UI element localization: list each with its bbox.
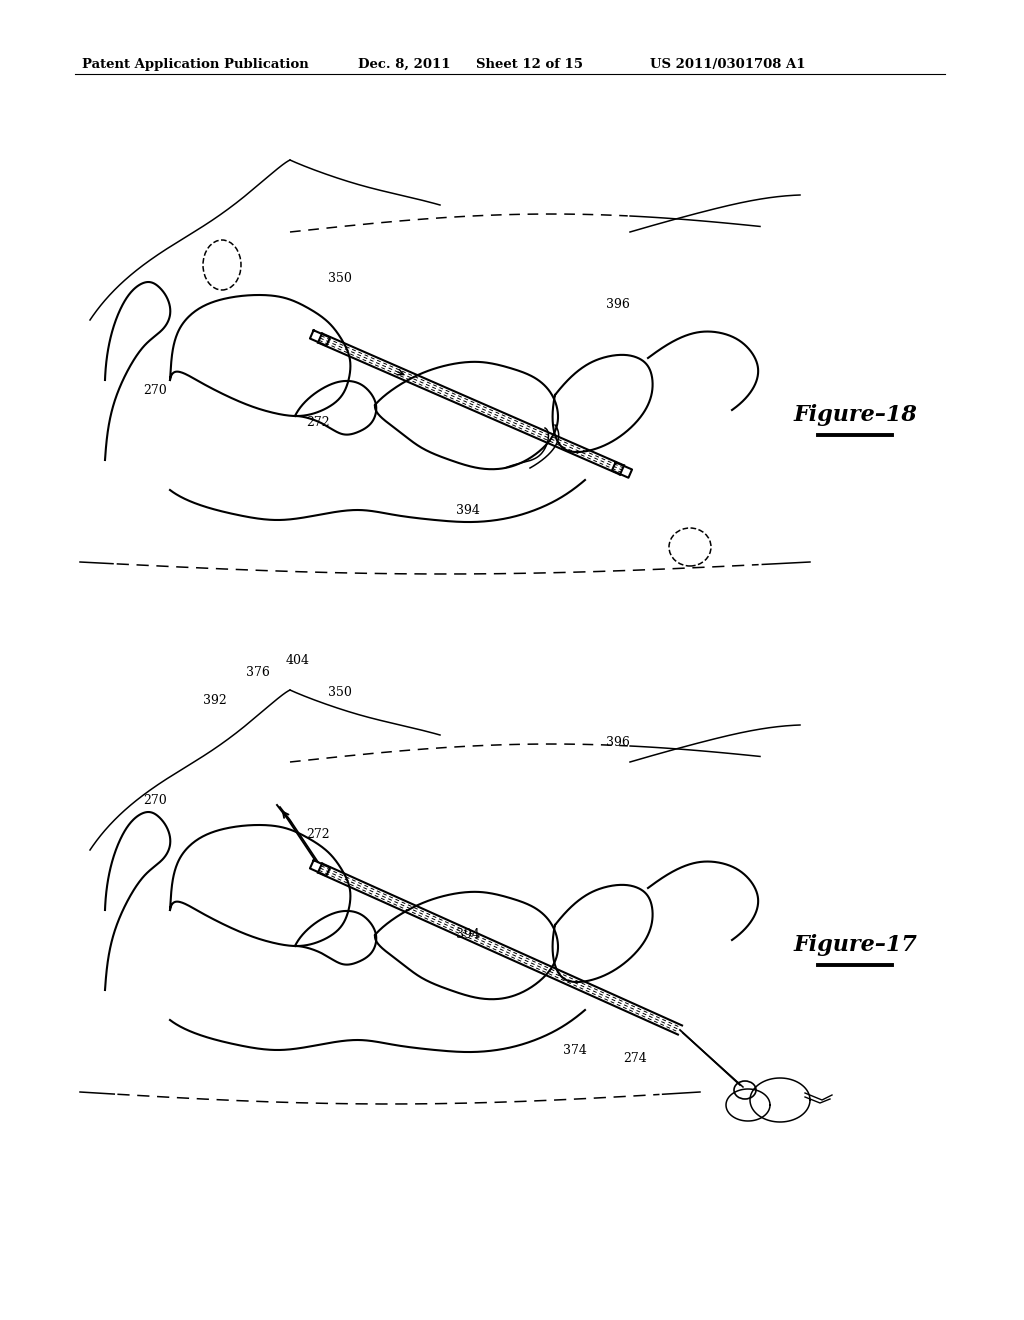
Text: Figure–18: Figure–18 xyxy=(793,404,916,426)
Text: 274: 274 xyxy=(624,1052,647,1064)
Text: 396: 396 xyxy=(606,298,630,312)
Text: 350: 350 xyxy=(328,272,352,285)
Text: 270: 270 xyxy=(143,384,167,396)
Text: 396: 396 xyxy=(606,735,630,748)
Text: 392: 392 xyxy=(203,693,227,706)
Text: Patent Application Publication: Patent Application Publication xyxy=(82,58,309,71)
Text: 394: 394 xyxy=(456,503,480,516)
Text: 376: 376 xyxy=(246,665,270,678)
Text: 404: 404 xyxy=(286,653,310,667)
Text: Sheet 12 of 15: Sheet 12 of 15 xyxy=(476,58,583,71)
Text: 272: 272 xyxy=(306,416,330,429)
Text: 374: 374 xyxy=(563,1044,587,1056)
Text: Dec. 8, 2011: Dec. 8, 2011 xyxy=(358,58,451,71)
Text: US 2011/0301708 A1: US 2011/0301708 A1 xyxy=(650,58,806,71)
Text: Figure–17: Figure–17 xyxy=(793,935,916,956)
Text: 270: 270 xyxy=(143,793,167,807)
Text: 272: 272 xyxy=(306,829,330,842)
Text: 350: 350 xyxy=(328,685,352,698)
Text: 394: 394 xyxy=(456,928,480,941)
